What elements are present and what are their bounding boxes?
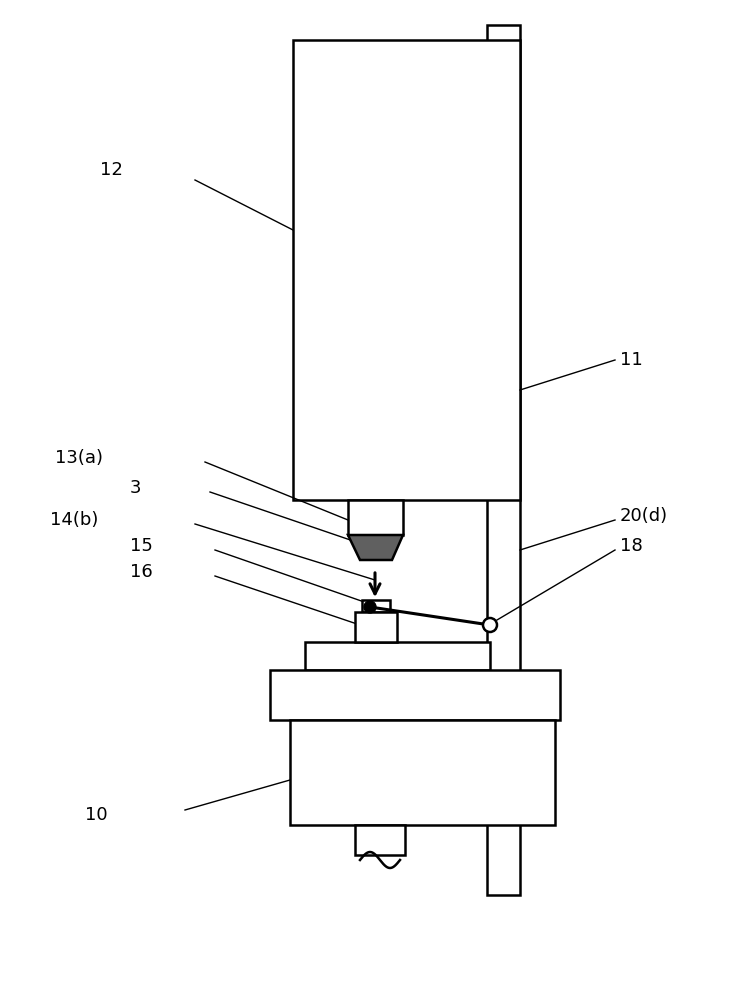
Circle shape	[483, 618, 497, 632]
Bar	[293, 40, 520, 500]
Text: 11: 11	[620, 351, 643, 369]
Text: 18: 18	[620, 537, 643, 555]
Bar	[305, 642, 490, 670]
Text: 3: 3	[130, 479, 141, 497]
Text: 14(b): 14(b)	[50, 511, 98, 529]
Polygon shape	[348, 535, 403, 560]
Text: 20(d): 20(d)	[620, 507, 668, 525]
Text: 16: 16	[130, 563, 153, 581]
Bar	[355, 825, 405, 855]
Bar	[362, 600, 390, 612]
Text: 12: 12	[100, 161, 123, 179]
Bar	[355, 612, 397, 642]
Text: 10: 10	[85, 806, 108, 824]
Bar	[290, 720, 555, 825]
Bar	[487, 25, 520, 895]
Circle shape	[364, 601, 376, 613]
Bar	[270, 670, 560, 720]
Bar	[348, 500, 403, 535]
Text: 13(a): 13(a)	[55, 449, 103, 467]
Text: 15: 15	[130, 537, 153, 555]
